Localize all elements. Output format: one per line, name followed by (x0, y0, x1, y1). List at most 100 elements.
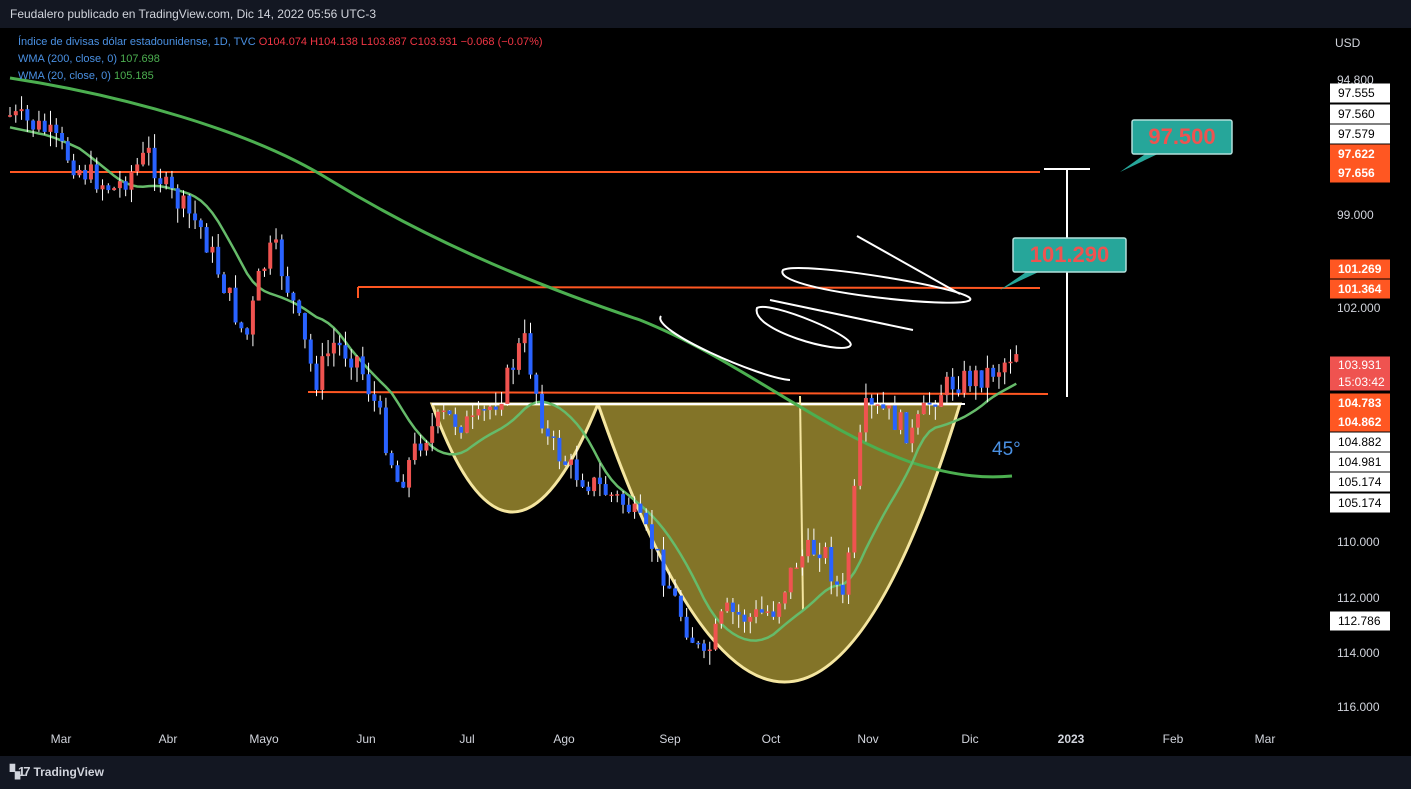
price-label-text: 104.862 (1338, 415, 1382, 429)
time-tick: Mayo (249, 732, 279, 746)
candle-body (661, 549, 666, 586)
candle-body (54, 124, 59, 133)
price-label: 97.560 (1330, 104, 1390, 124)
tradingview-brand[interactable]: ▚17 TradingView (10, 764, 104, 780)
price-label: 15:03:42 (1330, 373, 1390, 391)
candle-body (730, 602, 735, 613)
candle-body (638, 503, 643, 513)
candle-body (996, 372, 1001, 377)
candle-body (545, 428, 550, 437)
price-label-text: 97.555 (1338, 86, 1375, 100)
price-chart[interactable]: 97.500 101.290 45° USD94.80099.000102.0001… (0, 28, 1411, 756)
candle-body (141, 152, 146, 165)
candle-body (326, 353, 331, 357)
candle-body (42, 120, 47, 132)
candle-body (175, 188, 180, 209)
candle-body (493, 406, 498, 410)
time-tick: Abr (159, 732, 178, 746)
price-label-bg (1330, 83, 1390, 103)
price-label-text: 97.622 (1338, 147, 1375, 161)
candle-body (702, 643, 706, 651)
candle-body (817, 554, 822, 559)
candle-body (794, 567, 799, 570)
candle-body (227, 287, 232, 294)
candle-body (788, 567, 793, 593)
angle-annotation: 45° (992, 439, 1021, 460)
target-callout-97: 97.500 (1120, 119, 1233, 172)
candle-body (782, 592, 787, 604)
candle-body (835, 581, 840, 585)
candle-body (135, 164, 140, 172)
candle-body (31, 120, 36, 130)
wma20-legend-row[interactable]: WMA (20, close, 0) 105.185 (18, 68, 543, 85)
candle-body (395, 465, 400, 482)
price-label: 104.882 (1330, 432, 1390, 452)
callout-box (1131, 119, 1233, 155)
candle-body (169, 176, 174, 189)
candle-body (939, 395, 944, 407)
candle-body (366, 374, 371, 395)
candle-body (25, 109, 30, 121)
tradingview-logo-icon: ▚17 (10, 764, 31, 779)
callout-pointer (1120, 152, 1162, 172)
candle-body (112, 188, 117, 191)
candle-body (985, 367, 990, 388)
symbol-legend-row[interactable]: Índice de divisas dólar estadounidense, … (18, 34, 543, 51)
level-line-104 (307, 391, 1049, 395)
candle-body (100, 185, 105, 190)
candle-body (892, 405, 897, 430)
candle-body (713, 623, 718, 650)
candle-body (106, 185, 111, 191)
candle-body (349, 358, 354, 368)
candle-body (551, 436, 556, 438)
wma200-legend-row[interactable]: WMA (200, close, 0) 107.698 (18, 51, 543, 68)
price-label-bg (1330, 432, 1390, 452)
candle-body (580, 480, 585, 487)
candle-body (690, 637, 695, 643)
candle-body (915, 414, 920, 428)
level-line-101 (357, 286, 1041, 289)
candle-body (262, 268, 267, 271)
price-label-bg (1330, 472, 1390, 492)
symbol-name: Índice de divisas dólar estadounidense, … (18, 36, 256, 48)
price-axis: USD94.80099.000102.000110.000112.000114.… (1330, 36, 1390, 714)
candle-body (60, 132, 65, 142)
candle-body (424, 442, 429, 451)
price-label-bg (1330, 124, 1390, 144)
candle-body (609, 494, 614, 497)
candle-body (644, 512, 649, 525)
candle-body (418, 443, 423, 451)
candle-body (355, 356, 359, 368)
candle-body (863, 398, 868, 433)
candle-body (1002, 362, 1007, 373)
wave-drawing-5 (769, 299, 914, 331)
price-label: 97.656 (1330, 163, 1390, 183)
price-label-bg (1330, 393, 1390, 413)
price-label: 104.862 (1330, 412, 1390, 432)
callout-label: 101.290 (1030, 242, 1110, 267)
candle-body (117, 181, 122, 189)
candle-body (198, 220, 203, 228)
currency-label: USD (1335, 36, 1361, 50)
candle-body (146, 147, 151, 153)
price-label-bg (1330, 611, 1390, 631)
price-tick: 110.000 (1337, 535, 1380, 549)
candle-body (464, 416, 469, 433)
candle-body (297, 300, 302, 314)
candle-body (470, 415, 475, 417)
footer-bar: ▚17 TradingView (0, 756, 1411, 789)
price-label-bg (1330, 163, 1390, 183)
candle-body (944, 376, 949, 396)
candle-body (48, 124, 53, 132)
candle-body (742, 614, 747, 622)
price-label: 97.579 (1330, 124, 1390, 144)
candle-body (823, 546, 828, 559)
candle-body (973, 370, 978, 387)
candle-body (233, 287, 238, 323)
main-cup-shape (595, 402, 963, 684)
candle-body (250, 300, 255, 335)
price-label-bg (1330, 452, 1390, 472)
candle-body (759, 609, 764, 613)
price-label-bg (1330, 373, 1390, 391)
price-label: 104.981 (1330, 452, 1390, 472)
